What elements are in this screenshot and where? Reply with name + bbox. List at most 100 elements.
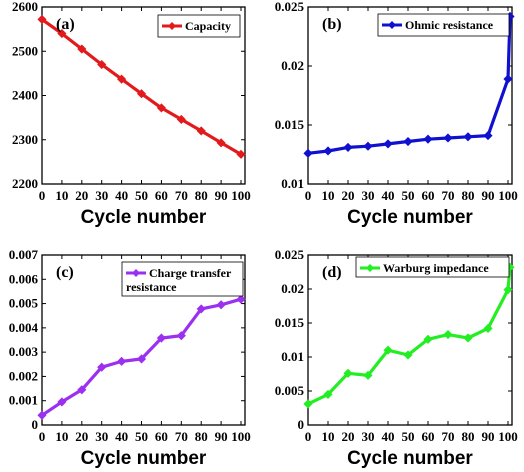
x-axis-label: Cycle number xyxy=(81,207,207,228)
data-point xyxy=(176,114,186,124)
data-point xyxy=(483,323,493,334)
data-point xyxy=(117,74,127,84)
x-tick-label: 40 xyxy=(382,188,395,203)
x-tick-label: 0 xyxy=(305,429,312,444)
legend-box xyxy=(121,261,244,297)
legend-label: Ohmic resistance xyxy=(405,18,494,32)
y-tick-label: 0.01 xyxy=(281,349,304,364)
data-point xyxy=(383,345,393,355)
data-point xyxy=(403,136,413,147)
x-tick-label: 20 xyxy=(342,429,355,444)
y-tick-label: 0.002 xyxy=(9,368,38,383)
x-tick-label: 70 xyxy=(175,188,188,203)
data-point xyxy=(216,300,226,310)
data-point xyxy=(503,74,513,84)
x-tick-label: 10 xyxy=(322,429,335,444)
data-point xyxy=(57,28,67,39)
data-point xyxy=(156,333,166,343)
y-tick-label: 0 xyxy=(32,417,39,432)
x-tick-label: 0 xyxy=(39,429,46,444)
legend-box xyxy=(377,13,510,37)
legend-label-line: Charge transfer xyxy=(149,266,232,280)
x-tick-label: 90 xyxy=(215,429,228,444)
y-tick-label: 2300 xyxy=(12,132,38,147)
x-tick-label: 50 xyxy=(402,188,415,203)
data-point xyxy=(343,368,353,378)
y-tick-label: 0.007 xyxy=(9,247,39,262)
series-line-1 xyxy=(307,267,512,406)
data-point xyxy=(77,44,87,54)
x-tick-label: 100 xyxy=(498,429,518,444)
data-point xyxy=(403,350,413,360)
chart-panel-1: 0 10 20 30 40 50 60 70 80 90 100 2200 2300 2400 2500 26… xyxy=(12,0,251,228)
panel-tag: (b) xyxy=(322,16,342,33)
data-point xyxy=(77,385,87,395)
series-line-1 xyxy=(307,16,512,155)
x-tick-label: 30 xyxy=(362,188,375,203)
y-tick-label: 0.005 xyxy=(9,296,39,311)
data-point xyxy=(117,356,127,366)
data-point xyxy=(483,131,493,141)
y-tick-label: 2200 xyxy=(12,176,38,191)
data-point xyxy=(236,294,246,304)
panel-tag: (a) xyxy=(56,16,75,33)
x-tick-label: 80 xyxy=(462,188,475,203)
y-tick-label: 0.001 xyxy=(9,393,38,408)
legend-label: Charge transfer resistance xyxy=(126,266,232,294)
y-tick-label: 0.025 xyxy=(275,0,305,14)
x-tick-label: 0 xyxy=(39,188,46,203)
y-tick-label: 2400 xyxy=(12,88,38,103)
data-point xyxy=(323,146,333,156)
x-tick-label: 40 xyxy=(115,429,128,444)
chart-panel-3: 0 10 20 30 40 50 60 70 80 90 100 0 0.001 0.002 0.003 0.… xyxy=(9,247,251,469)
y-tick-label: 0.02 xyxy=(281,281,304,296)
legend-label-line: Ohmic resistance xyxy=(405,18,494,32)
data-point xyxy=(303,148,313,158)
x-tick-label: 70 xyxy=(175,429,188,444)
legend-label: Warburg impedance xyxy=(383,261,489,275)
data-point xyxy=(443,133,453,143)
legend-box xyxy=(157,14,241,38)
x-tick-label: 40 xyxy=(115,188,128,203)
data-point xyxy=(303,399,313,409)
data-point xyxy=(383,139,393,149)
x-tick-label: 30 xyxy=(95,429,108,444)
legend-box xyxy=(355,256,510,278)
x-axis-label: Cycle number xyxy=(347,207,473,228)
legend-label-line: resistance xyxy=(126,280,177,294)
legend-swatch-marker xyxy=(168,22,176,30)
legend-swatch-marker xyxy=(388,21,396,29)
x-tick-label: 10 xyxy=(322,188,335,203)
x-axis-label: Cycle number xyxy=(81,448,207,469)
plot-frame xyxy=(307,254,513,426)
data-point xyxy=(136,354,147,364)
x-tick-label: 50 xyxy=(135,188,148,203)
x-tick-label: 90 xyxy=(482,429,495,444)
x-tick-label: 50 xyxy=(135,429,148,444)
x-tick-label: 60 xyxy=(155,429,168,444)
data-point xyxy=(463,333,473,343)
x-tick-label: 10 xyxy=(55,188,68,203)
plot-frame xyxy=(41,254,246,426)
series-line-1 xyxy=(41,18,242,156)
data-point xyxy=(97,59,107,70)
y-tick-label: 0.003 xyxy=(9,344,39,359)
data-point xyxy=(363,141,373,151)
x-tick-label: 90 xyxy=(215,188,228,203)
panel-tag: (c) xyxy=(56,264,74,281)
data-point xyxy=(423,134,433,144)
x-tick-label: 30 xyxy=(95,188,108,203)
x-tick-label: 10 xyxy=(55,429,68,444)
x-tick-label: 60 xyxy=(155,188,168,203)
x-tick-label: 100 xyxy=(231,429,251,444)
x-tick-label: 80 xyxy=(195,429,208,444)
legend-label-line: Warburg impedance xyxy=(383,261,489,275)
data-point xyxy=(97,362,107,372)
data-point xyxy=(196,304,206,314)
legend-label: Capacity xyxy=(185,19,231,33)
x-axis-label: Cycle number xyxy=(347,448,473,469)
data-point xyxy=(176,331,186,341)
y-tick-label: 0.025 xyxy=(275,247,305,262)
x-tick-label: 70 xyxy=(442,429,455,444)
